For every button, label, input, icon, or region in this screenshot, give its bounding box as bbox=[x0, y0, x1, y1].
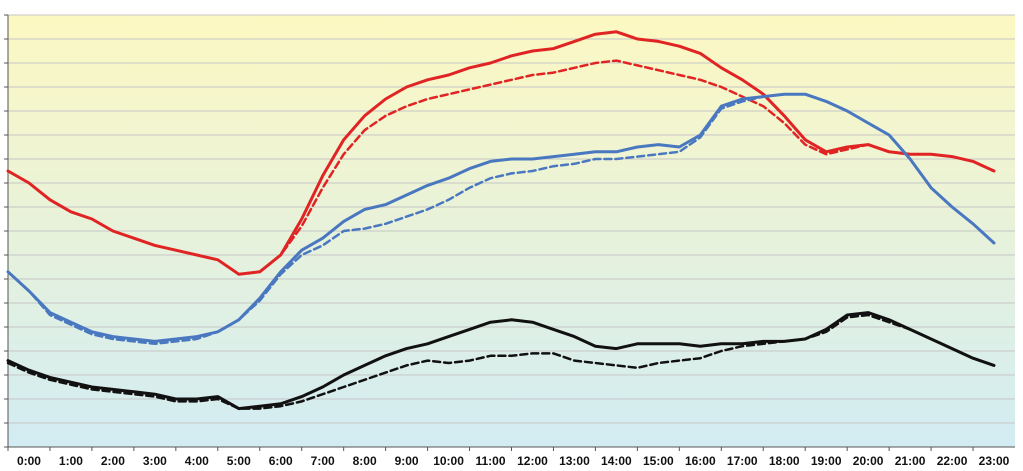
x-tick-label: 17:00 bbox=[727, 454, 758, 468]
x-tick-label: 19:00 bbox=[811, 454, 842, 468]
x-tick-label: 10:00 bbox=[433, 454, 464, 468]
x-tick-label: 20:00 bbox=[853, 454, 884, 468]
x-tick-label: 4:00 bbox=[185, 454, 209, 468]
x-tick-labels: 0:00 1:00 2:00 3:00 4:00 5:00 6:00 7:00 8:00 9:00… bbox=[17, 454, 1010, 468]
x-tick-label: 16:00 bbox=[685, 454, 716, 468]
x-tick-label: 6:00 bbox=[269, 454, 293, 468]
x-tick-label: 21:00 bbox=[895, 454, 926, 468]
series-line-2-dashed bbox=[6, 59, 996, 276]
x-tick-label: 14:00 bbox=[601, 454, 632, 468]
x-tick-label: 0:00 bbox=[17, 454, 41, 468]
x-tick-label: 23:00 bbox=[979, 454, 1010, 468]
gridlines bbox=[8, 14, 1015, 424]
series-lines bbox=[6, 30, 996, 411]
x-tick-label: 12:00 bbox=[517, 454, 548, 468]
x-tick-label: 2:00 bbox=[101, 454, 125, 468]
x-tick-label: 9:00 bbox=[395, 454, 419, 468]
x-tick-label: 5:00 bbox=[227, 454, 251, 468]
x-tick-label: 3:00 bbox=[143, 454, 167, 468]
series-line-6-dashed bbox=[6, 313, 996, 410]
x-tick-label: 22:00 bbox=[937, 454, 968, 468]
x-tick-label: 15:00 bbox=[643, 454, 674, 468]
x-tick-label: 11:00 bbox=[476, 454, 506, 468]
series-line-5-solid bbox=[6, 311, 996, 411]
series-line-4-dashed bbox=[6, 92, 996, 346]
axes bbox=[4, 14, 1015, 451]
x-tick-label: 1:00 bbox=[59, 454, 83, 468]
x-tick-label: 7:00 bbox=[311, 454, 335, 468]
x-tick-label: 13:00 bbox=[559, 454, 590, 468]
x-tick-label: 18:00 bbox=[769, 454, 800, 468]
x-tick-label: 8:00 bbox=[353, 454, 377, 468]
